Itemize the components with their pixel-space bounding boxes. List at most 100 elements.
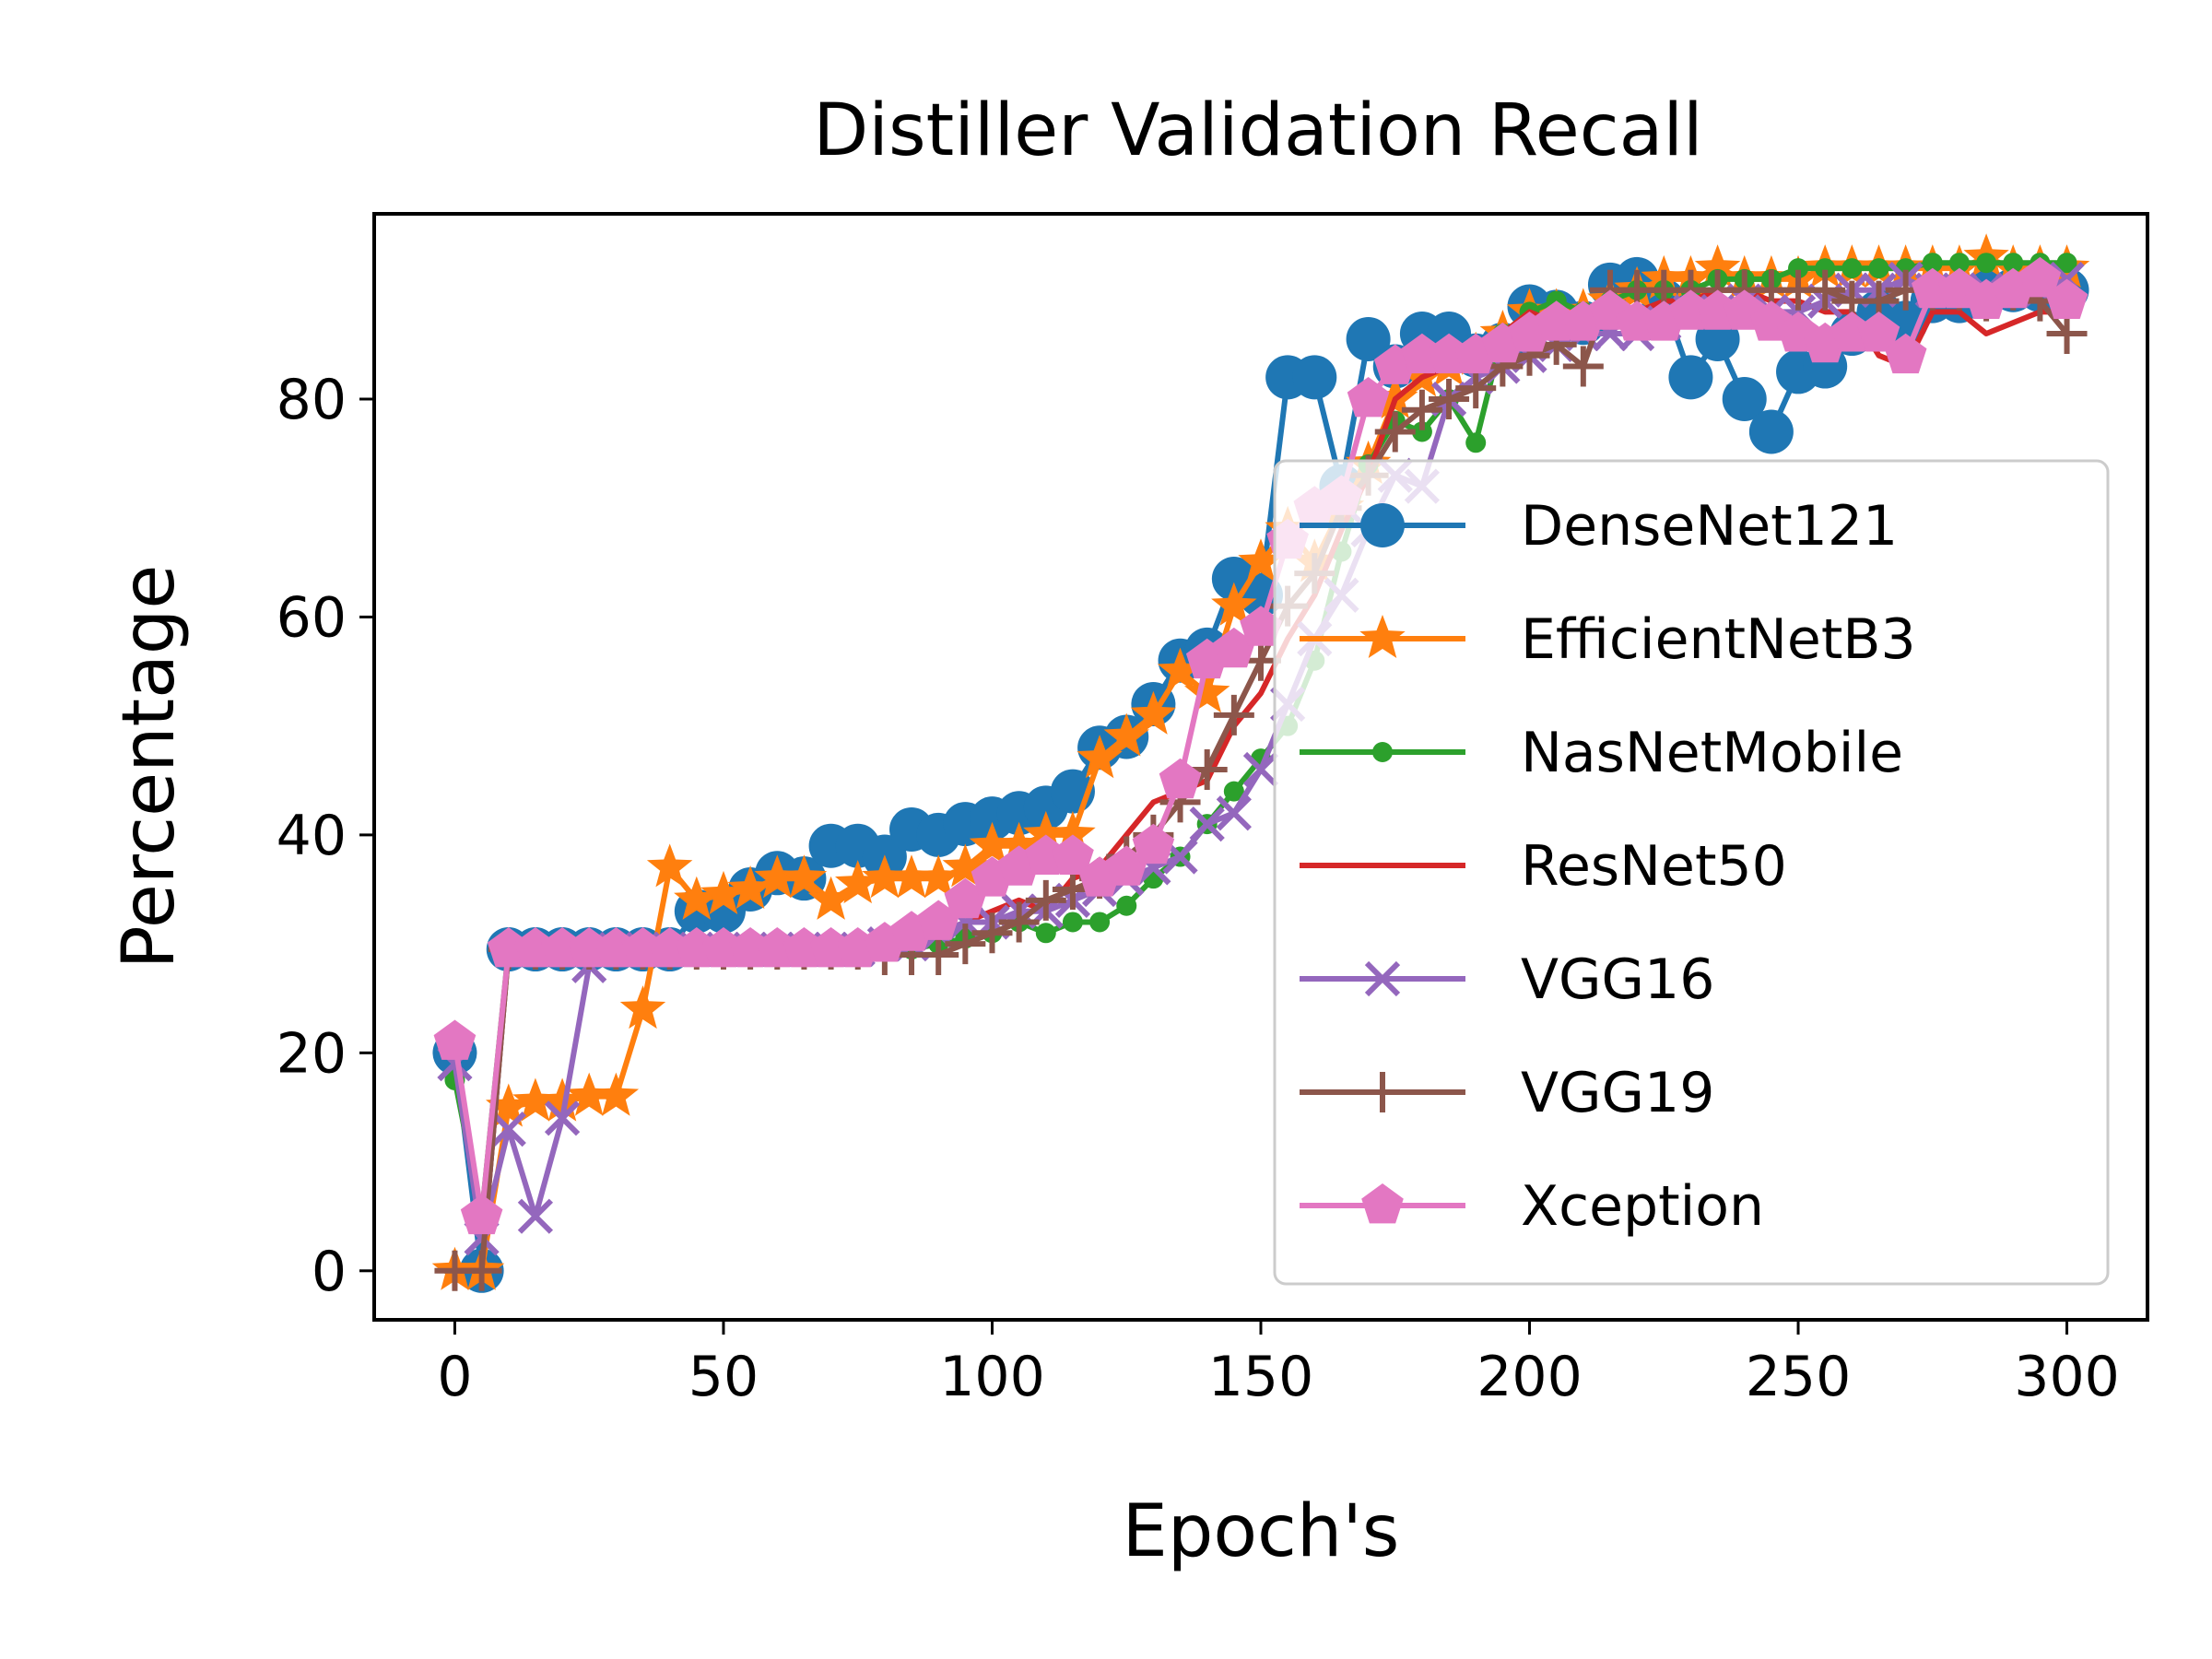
- data-point-nasnetmobile: [1035, 923, 1056, 944]
- data-point-efficientnetb3: [1238, 538, 1284, 582]
- data-point-xception: [1213, 627, 1255, 668]
- data-point-nasnetmobile: [1841, 258, 1863, 279]
- data-point-vgg19: [1213, 694, 1254, 735]
- x-tick-label: 200: [1477, 1345, 1583, 1409]
- data-point-xception: [1105, 845, 1148, 886]
- data-point-xception: [460, 1194, 503, 1235]
- data-point-xception: [433, 1019, 477, 1060]
- y-tick-label: 20: [276, 1021, 347, 1086]
- x-tick-label: 100: [939, 1345, 1045, 1409]
- x-tick-label: 0: [437, 1345, 472, 1409]
- data-point-efficientnetb3: [915, 854, 961, 899]
- data-point-efficientnetb3: [566, 1072, 612, 1116]
- data-point-efficientnetb3: [1694, 244, 1741, 288]
- data-point-xception: [621, 927, 665, 968]
- data-point-vgg19: [2046, 313, 2088, 355]
- x-tick-label: 50: [688, 1345, 759, 1409]
- data-point-nasnetmobile: [1411, 421, 1432, 442]
- data-point-efficientnetb3: [1130, 690, 1177, 735]
- x-axis-label: Epoch's: [1123, 1490, 1400, 1573]
- data-point-vgg16: [490, 1111, 526, 1147]
- data-point-nasnetmobile: [1948, 253, 1970, 274]
- data-point-efficientnetb3: [700, 870, 747, 914]
- data-point-xception: [756, 927, 799, 968]
- data-point-efficientnetb3: [835, 860, 881, 904]
- data-point-efficientnetb3: [646, 843, 693, 888]
- legend-label-vgg16: VGG16: [1521, 947, 1714, 1012]
- data-point-efficientnetb3: [995, 821, 1042, 865]
- legend-marker-xception: [1361, 1183, 1404, 1224]
- legend-item-resnet50: ResNet50: [1300, 834, 1787, 899]
- data-point-efficientnetb3: [593, 1072, 640, 1116]
- y-axis-label: Percentage: [108, 565, 191, 970]
- data-point-xception: [782, 927, 826, 968]
- y-tick-label: 40: [276, 804, 347, 868]
- data-point-vgg16: [517, 1198, 554, 1234]
- data-point-efficientnetb3: [1184, 669, 1230, 713]
- data-point-xception: [648, 927, 691, 968]
- data-point-xception: [1616, 300, 1658, 341]
- data-point-vgg19: [1455, 368, 1497, 409]
- data-point-xception: [2045, 278, 2088, 319]
- data-point-vgg19: [998, 901, 1040, 943]
- data-point-xception: [1132, 823, 1175, 865]
- data-point-xception: [1857, 312, 1900, 352]
- data-point-vgg19: [461, 1250, 502, 1291]
- data-point-xception: [1669, 289, 1712, 330]
- data-point-xception: [676, 927, 718, 968]
- data-point-nasnetmobile: [1815, 258, 1836, 279]
- data-point-efficientnetb3: [539, 1077, 585, 1122]
- data-point-efficientnetb3: [486, 1083, 532, 1127]
- y-tick-label: 80: [276, 368, 347, 432]
- legend-label-resnet50: ResNet50: [1521, 834, 1787, 899]
- data-point-nasnetmobile: [2003, 253, 2024, 274]
- data-point-vgg16: [1242, 751, 1279, 788]
- legend-item-vgg19: VGG19: [1300, 1061, 1714, 1125]
- data-point-nasnetmobile: [1788, 258, 1809, 279]
- data-point-efficientnetb3: [512, 1077, 559, 1122]
- series-xception: [433, 256, 2088, 1235]
- data-point-efficientnetb3: [674, 876, 720, 920]
- data-point-xception: [1240, 606, 1282, 646]
- data-point-efficientnetb3: [781, 854, 828, 899]
- data-point-xception: [568, 927, 610, 968]
- data-point-xception: [1912, 267, 1954, 309]
- legend: DenseNet121 EfficientNetB3 NasNetMobile Res…: [1273, 459, 2110, 1286]
- data-point-efficientnetb3: [1103, 712, 1149, 757]
- data-point-nasnetmobile: [1116, 895, 1137, 916]
- legend-item-xception: Xception: [1300, 1174, 1764, 1239]
- x-axis-ticks: 0 50 100 150 200 250 300: [437, 1320, 2120, 1409]
- y-axis-ticks: 0 20 40 60 80: [276, 368, 374, 1304]
- data-point-efficientnetb3: [1211, 582, 1257, 626]
- data-point-xception: [1884, 333, 1927, 374]
- x-tick-label: 250: [1746, 1345, 1852, 1409]
- data-point-nasnetmobile: [1465, 432, 1487, 453]
- legend-box: [1273, 459, 2110, 1286]
- data-point-densenet121: [1722, 376, 1767, 421]
- data-point-vgg19: [1562, 346, 1604, 387]
- data-point-vgg19: [971, 912, 1013, 954]
- data-point-efficientnetb3: [1077, 735, 1123, 779]
- y-tick-label: 0: [312, 1240, 347, 1304]
- data-point-xception: [487, 927, 530, 968]
- y-tick-label: 60: [276, 585, 347, 650]
- data-point-nasnetmobile: [2056, 253, 2077, 274]
- data-point-xception: [541, 927, 583, 968]
- data-point-xception: [1696, 289, 1739, 330]
- legend-marker-densenet121: [1360, 503, 1405, 547]
- data-point-xception: [1401, 333, 1443, 374]
- data-point-vgg19: [1025, 879, 1066, 921]
- data-point-vgg19: [1401, 389, 1442, 430]
- legend-label-vgg19: VGG19: [1521, 1061, 1714, 1125]
- data-point-xception: [917, 900, 959, 940]
- data-point-xception: [514, 927, 557, 968]
- legend-marker-vgg19: [1362, 1072, 1403, 1112]
- data-point-vgg19: [918, 934, 959, 975]
- data-point-vgg19: [1374, 411, 1416, 453]
- legend-marker-nasnetmobile: [1372, 742, 1393, 762]
- legend-item-vgg16: VGG16: [1300, 947, 1714, 1012]
- data-point-efficientnetb3: [1157, 647, 1204, 691]
- legend-items: DenseNet121 EfficientNetB3 NasNetMobile Res…: [1300, 494, 1916, 1239]
- legend-marker-vgg16: [1364, 960, 1401, 997]
- data-point-xception: [729, 927, 771, 968]
